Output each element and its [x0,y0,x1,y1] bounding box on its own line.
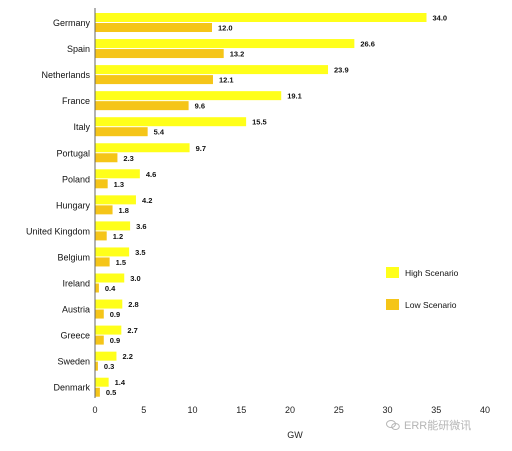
legend-swatch [386,267,399,278]
x-tick-label: 40 [480,405,490,415]
value-label-high: 3.0 [130,274,140,283]
category-label: Greece [60,331,90,341]
bar-low [95,49,224,59]
bar-high [95,299,123,309]
bar-high [95,39,355,49]
value-label-high: 3.5 [135,248,145,257]
value-label-low: 12.1 [219,76,234,85]
value-label-low: 5.4 [154,128,165,137]
bar-low [95,335,104,345]
bar-low [95,153,118,163]
x-tick-label: 0 [92,405,97,415]
bar-high [95,143,190,153]
bar-low [95,283,99,293]
category-label: Ireland [62,279,90,289]
bar-low [95,101,189,111]
value-label-high: 23.9 [334,66,349,75]
category-label: Denmark [53,383,90,393]
legend-label: High Scenario [405,268,459,278]
category-label: Sweden [57,357,90,367]
category-label: Germany [53,18,91,28]
value-label-high: 26.6 [360,40,375,49]
bar-high [95,195,136,205]
category-label: Poland [62,174,90,184]
category-label: Netherlands [41,70,90,80]
value-label-high: 2.2 [122,352,132,361]
x-tick-label: 20 [285,405,295,415]
category-label: Hungary [56,200,91,210]
bar-high [95,351,117,361]
category-label: Belgium [57,252,90,262]
watermark: ERR能研微讯 [386,417,471,433]
bar-high [95,221,131,231]
category-label: Italy [73,122,90,132]
bar-high [95,273,125,283]
legend-swatch [386,299,399,310]
value-label-high: 9.7 [196,144,206,153]
category-label: Portugal [56,148,90,158]
x-tick-label: 25 [334,405,344,415]
category-label: United Kingdom [26,226,90,236]
watermark-text: ERR能研微讯 [404,420,472,432]
bar-high [95,117,247,127]
bar-low [95,361,98,371]
bar-low [95,309,104,319]
value-label-high: 2.7 [127,326,137,335]
value-label-high: 2.8 [128,300,138,309]
bar-low [95,127,148,137]
value-label-low: 1.8 [119,206,129,215]
bar-high [95,13,427,22]
value-label-low: 2.3 [123,154,133,163]
x-tick-label: 5 [141,405,146,415]
value-label-high: 3.6 [136,222,146,231]
value-label-high: 15.5 [252,118,267,127]
x-tick-label: 10 [187,405,197,415]
value-label-low: 1.5 [116,258,126,267]
bar-high [95,247,130,257]
value-label-low: 0.9 [110,336,120,345]
legend-label: Low Scenario [405,300,457,310]
x-tick-label: 30 [382,405,392,415]
bar-high [95,91,282,101]
bar-high [95,169,140,179]
bar-low [95,23,212,32]
x-tick-label: 35 [431,405,441,415]
value-label-low: 1.3 [114,180,124,189]
x-axis-label: GW [287,430,303,440]
category-label: Austria [62,305,90,315]
value-label-high: 4.2 [142,196,152,205]
bar-low [95,387,100,397]
value-label-low: 0.9 [110,310,120,319]
value-label-low: 13.2 [230,50,245,59]
bar-low [95,205,113,215]
value-label-high: 4.6 [146,170,156,179]
category-label: France [62,96,90,106]
value-label-low: 1.2 [113,232,123,241]
value-label-low: 0.4 [105,284,116,293]
bar-low [95,231,107,241]
value-label-high: 34.0 [433,14,448,23]
x-tick-label: 15 [236,405,246,415]
bar-low [95,179,108,189]
bar-low [95,257,110,267]
value-label-high: 19.1 [287,92,302,101]
wechat-logo-icon [386,420,400,430]
bar-high [95,377,109,387]
category-label: Spain [67,44,90,54]
value-label-high: 1.4 [115,378,126,387]
bar-high [95,325,122,335]
value-label-low: 12.0 [218,24,233,33]
value-label-low: 9.6 [195,102,205,111]
value-label-low: 0.5 [106,388,116,397]
bar-high [95,65,329,75]
value-label-low: 0.3 [104,362,114,371]
bar-low [95,75,213,85]
